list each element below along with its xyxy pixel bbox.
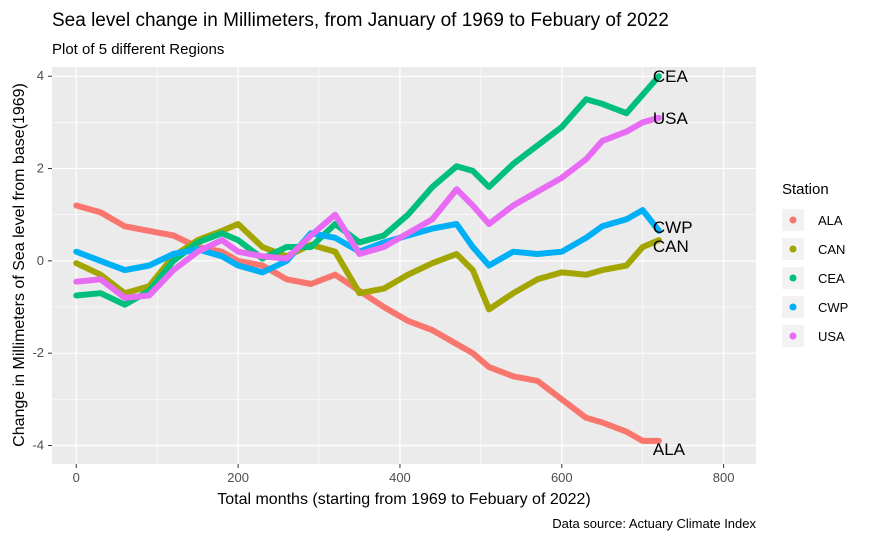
end-label-usa: USA bbox=[653, 109, 689, 128]
chart-subtitle: Plot of 5 different Regions bbox=[52, 41, 224, 58]
legend-key-cwp bbox=[789, 303, 797, 311]
x-tick-label: 600 bbox=[551, 470, 573, 485]
x-axis-ticks: 0 200 400 600 800 bbox=[73, 464, 735, 485]
legend-key-cea bbox=[789, 274, 797, 282]
legend: ALA CAN CEA CWP USA bbox=[782, 209, 848, 347]
legend-key-usa bbox=[789, 332, 797, 340]
x-tick-label: 400 bbox=[389, 470, 411, 485]
series-line-cwp bbox=[73, 207, 662, 276]
end-label-ala: ALA bbox=[653, 440, 686, 459]
x-tick-label: 800 bbox=[713, 470, 735, 485]
y-axis-ticks: -4 -2 0 2 4 bbox=[32, 68, 52, 453]
end-label-can: CAN bbox=[653, 237, 689, 256]
chart-caption: Data source: Actuary Climate Index bbox=[552, 516, 756, 531]
series-line-usa bbox=[73, 114, 662, 301]
legend-label-usa: USA bbox=[818, 329, 845, 344]
chart-title: Sea level change in Millimeters, from Ja… bbox=[52, 10, 669, 31]
end-label-cea: CEA bbox=[653, 67, 689, 86]
plot-panel bbox=[52, 67, 756, 464]
legend-title: Station bbox=[782, 181, 829, 198]
y-axis-title: Change in Millimeters of Sea level from … bbox=[11, 83, 28, 447]
x-tick-label: 200 bbox=[227, 470, 249, 485]
y-tick-label: 0 bbox=[37, 253, 44, 268]
x-tick-label: 0 bbox=[73, 470, 80, 485]
legend-label-cwp: CWP bbox=[818, 300, 848, 315]
series-layer bbox=[73, 73, 662, 444]
grid-lines bbox=[52, 67, 756, 464]
y-tick-label: 4 bbox=[37, 68, 44, 83]
legend-label-can: CAN bbox=[818, 242, 845, 257]
end-labels: ALA CAN CEA CWP USA bbox=[653, 67, 693, 459]
y-tick-label: -4 bbox=[32, 438, 44, 453]
end-label-cwp: CWP bbox=[653, 218, 693, 237]
legend-key-can bbox=[789, 245, 797, 253]
y-tick-label: -2 bbox=[32, 345, 44, 360]
series-line-ala bbox=[73, 202, 662, 444]
y-tick-label: 2 bbox=[37, 161, 44, 176]
x-axis-title: Total months (starting from 1969 to Febu… bbox=[217, 491, 591, 508]
legend-label-cea: CEA bbox=[818, 271, 845, 286]
legend-label-ala: ALA bbox=[818, 213, 843, 228]
legend-key-ala bbox=[789, 216, 797, 224]
